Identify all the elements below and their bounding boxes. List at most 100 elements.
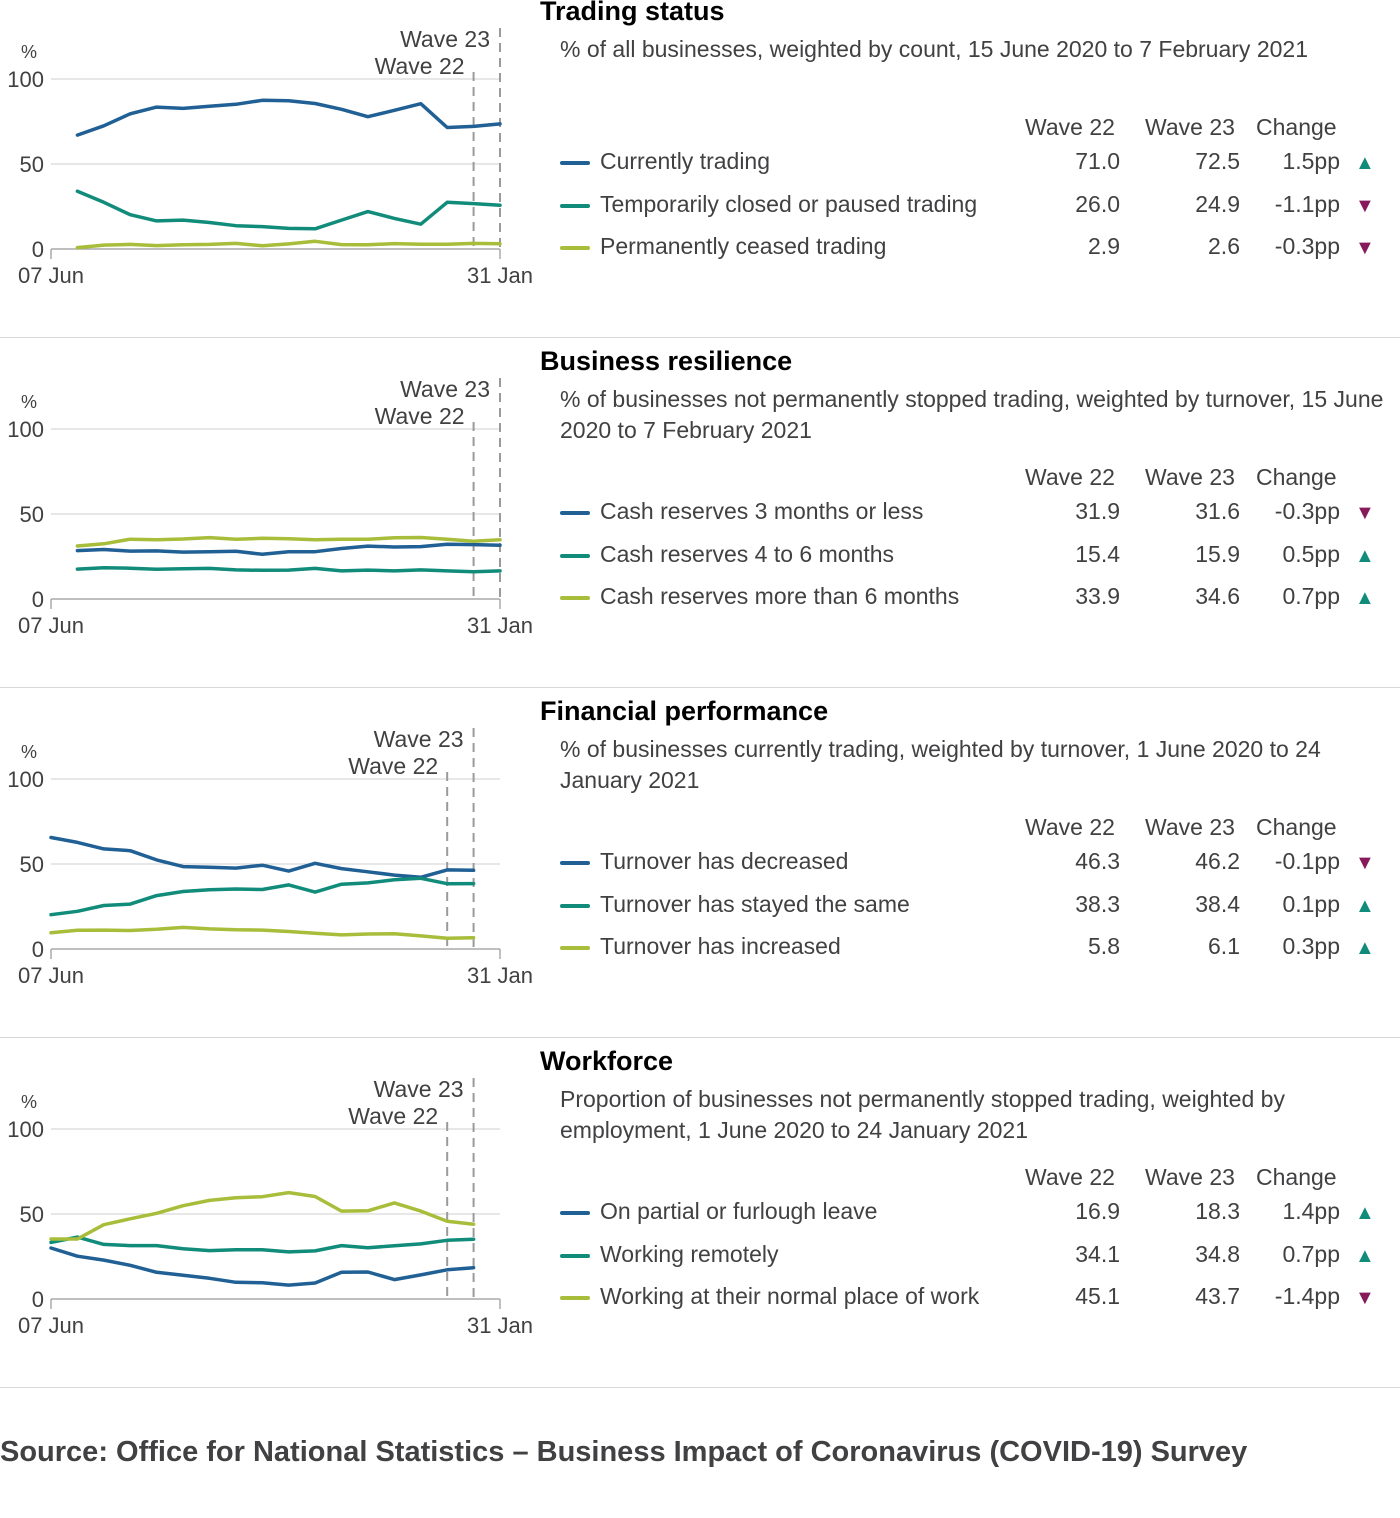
series-label: Turnover has stayed the same — [600, 891, 910, 917]
change-value: -0.3pp — [1274, 498, 1340, 524]
series-line-3 — [49, 1190, 476, 1241]
series-label: Cash reserves more than 6 months — [600, 583, 960, 609]
y-unit-label: % — [21, 1092, 37, 1112]
arrow-up-icon: ▲ — [1355, 152, 1375, 174]
legend-row: Cash reserves more than 6 months 33.9 34.6… — [560, 583, 1390, 613]
y-tick-label: 0 — [32, 237, 44, 262]
x-tick-label-start: 07 Jun — [18, 1313, 84, 1338]
section-divider — [0, 337, 1400, 338]
legend-row: Temporarily closed or paused trading 26.0… — [560, 191, 1390, 221]
y-unit-label: % — [21, 42, 37, 62]
y-tick-label: 0 — [32, 587, 44, 612]
wave-22-value: 46.3 — [1075, 848, 1120, 874]
wave-23-value: 31.6 — [1195, 498, 1240, 524]
legend-swatch — [560, 246, 590, 250]
legend-swatch — [560, 861, 590, 865]
series-label: Temporarily closed or paused trading — [600, 191, 978, 217]
change-value: 0.7pp — [1282, 583, 1340, 609]
series-label: Permanently ceased trading — [600, 233, 887, 259]
wave-22-value: 71.0 — [1075, 148, 1120, 174]
change-value: -0.1pp — [1274, 848, 1340, 874]
legend-swatch — [560, 204, 590, 208]
x-tick-label-end: 31 Jan — [467, 263, 533, 288]
legend-row: Working remotely 34.1 34.8 0.7pp ▲ — [560, 1241, 1390, 1271]
legend-row: Turnover has decreased 46.3 46.2 -0.1pp ▼ — [560, 848, 1390, 878]
wave-23-value: 34.6 — [1195, 583, 1240, 609]
y-tick-label: 100 — [7, 67, 44, 92]
header-wave-22: Wave 22 — [1025, 114, 1115, 140]
series-label: Cash reserves 3 months or less — [600, 498, 924, 524]
wave-22-value: 38.3 — [1075, 891, 1120, 917]
series-label: Working remotely — [600, 1241, 779, 1267]
series-label: Turnover has increased — [600, 933, 841, 959]
x-tick-label-start: 07 Jun — [18, 263, 84, 288]
wave-23-value: 43.7 — [1195, 1283, 1240, 1309]
arrow-up-icon: ▲ — [1355, 587, 1375, 609]
arrow-down-icon: ▼ — [1355, 1287, 1375, 1309]
change-value: -1.4pp — [1274, 1283, 1340, 1309]
series-line-1 — [49, 1246, 476, 1287]
x-tick-label-end: 31 Jan — [467, 613, 533, 638]
wave-22-value: 33.9 — [1075, 583, 1120, 609]
wave-23-label: Wave 23 — [374, 726, 464, 752]
wave-22-value: 26.0 — [1075, 191, 1120, 217]
change-value: -1.1pp — [1274, 191, 1340, 217]
legend-swatch — [560, 946, 590, 950]
arrow-down-icon: ▼ — [1355, 852, 1375, 874]
header-change: Change — [1256, 464, 1337, 490]
series-line-2 — [75, 189, 502, 231]
panel-title: Business resilience — [540, 346, 793, 376]
series-line-3 — [49, 925, 476, 941]
legend-swatch — [560, 1254, 590, 1258]
legend-row: On partial or furlough leave 16.9 18.3 1.4p… — [560, 1198, 1390, 1228]
panel-title: Workforce — [540, 1046, 674, 1076]
arrow-up-icon: ▲ — [1355, 937, 1375, 959]
legend-swatch — [560, 596, 590, 600]
panel-subtitle: % of businesses not permanently stopped … — [560, 386, 1384, 443]
series-label: Working at their normal place of work — [600, 1283, 980, 1309]
series-label: Turnover has decreased — [600, 848, 849, 874]
legend-swatch — [560, 554, 590, 558]
x-tick-label-end: 31 Jan — [467, 963, 533, 988]
change-value: 1.4pp — [1282, 1198, 1340, 1224]
section-divider — [0, 687, 1400, 688]
series-line-2 — [49, 1235, 476, 1254]
panel-1: 0 50 100% 07 Jun 31 Jan Wave 23 Wave 22 Trading… — [0, 0, 1400, 350]
panel-subtitle: Proportion of businesses not permanently… — [560, 1086, 1285, 1143]
arrow-down-icon: ▼ — [1355, 195, 1375, 217]
section-divider — [0, 1387, 1400, 1388]
series-line-2 — [49, 876, 476, 917]
wave-22-value: 31.9 — [1075, 498, 1120, 524]
wave-23-value: 24.9 — [1195, 191, 1240, 217]
legend-row: Cash reserves 3 months or less 31.9 31.6 -0… — [560, 498, 1390, 528]
change-value: 0.7pp — [1282, 1241, 1340, 1267]
header-wave-23: Wave 23 — [1145, 1164, 1235, 1190]
wave-23-value: 18.3 — [1195, 1198, 1240, 1224]
wave-22-value: 15.4 — [1075, 541, 1120, 567]
arrow-up-icon: ▲ — [1355, 895, 1375, 917]
change-value: 0.1pp — [1282, 891, 1340, 917]
header-wave-22: Wave 22 — [1025, 464, 1115, 490]
arrow-up-icon: ▲ — [1355, 1202, 1375, 1224]
section-divider — [0, 1037, 1400, 1038]
wave-23-value: 72.5 — [1195, 148, 1240, 174]
wave-23-value: 6.1 — [1208, 933, 1240, 959]
panel-3: 0 50 100% 07 Jun 31 Jan Wave 23 Wave 22 Financi… — [0, 696, 1400, 1050]
series-line-3 — [75, 239, 502, 250]
arrow-up-icon: ▲ — [1355, 545, 1375, 567]
header-change: Change — [1256, 114, 1337, 140]
legend-row: Currently trading 71.0 72.5 1.5pp ▲ — [560, 148, 1390, 178]
legend-row: Cash reserves 4 to 6 months 15.4 15.9 0.5pp… — [560, 541, 1390, 571]
y-tick-label: 50 — [20, 852, 44, 877]
series-line-1 — [75, 542, 502, 557]
y-unit-label: % — [21, 742, 37, 762]
change-value: -0.3pp — [1274, 233, 1340, 259]
wave-22-value: 16.9 — [1075, 1198, 1120, 1224]
wave-22-label: Wave 22 — [348, 753, 438, 779]
x-tick-label-start: 07 Jun — [18, 963, 84, 988]
y-tick-label: 100 — [7, 767, 44, 792]
header-wave-23: Wave 23 — [1145, 114, 1235, 140]
legend-row: Working at their normal place of work 45.… — [560, 1283, 1390, 1313]
wave-23-value: 2.6 — [1208, 233, 1240, 259]
